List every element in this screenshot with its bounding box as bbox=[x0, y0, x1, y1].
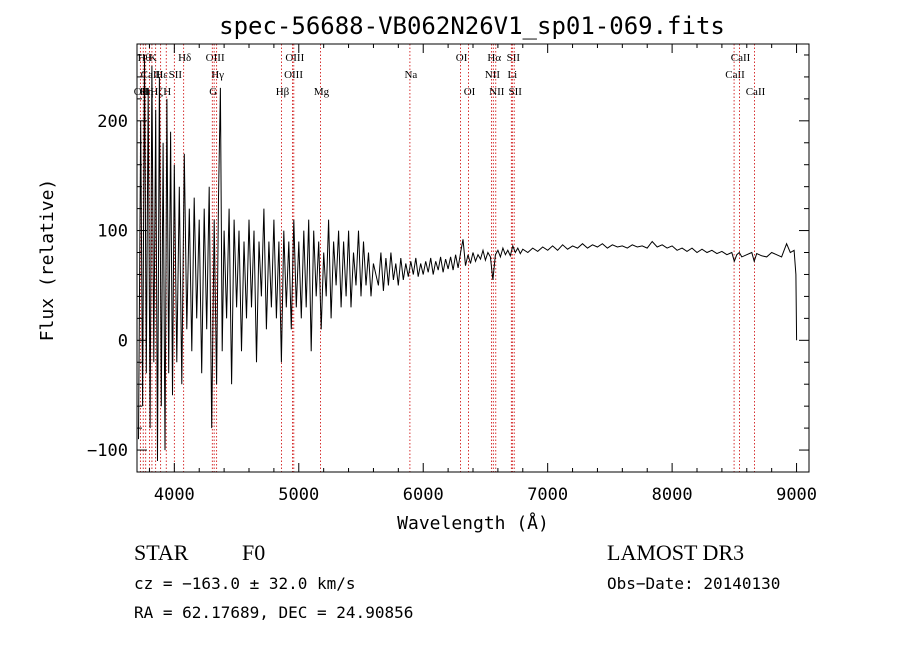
chart-title: spec-56688-VB062N26V1_sp01-069.fits bbox=[219, 12, 725, 40]
line-marker-label: Na bbox=[404, 69, 417, 81]
line-marker-label: NII bbox=[485, 69, 501, 81]
x-tick-label: 7000 bbox=[527, 485, 568, 505]
object-type: STAR bbox=[134, 540, 189, 565]
observation-date: Obs−Date: 20140130 bbox=[607, 574, 781, 593]
plot-frame bbox=[136, 43, 810, 473]
spectral-subclass: F0 bbox=[242, 540, 266, 565]
spectrum-line bbox=[138, 54, 798, 462]
line-marker-label: CaII bbox=[725, 69, 745, 81]
line-marker-label: K bbox=[149, 52, 157, 64]
line-marker-label: SII bbox=[507, 52, 521, 64]
line-marker-label: H bbox=[163, 86, 171, 98]
line-marker-label: Hε bbox=[155, 69, 168, 81]
x-axis-label: Wavelength (Å) bbox=[397, 512, 549, 534]
line-marker-label: NII bbox=[489, 86, 505, 98]
line-marker-label: OIII bbox=[285, 52, 304, 64]
x-tick-label: 5000 bbox=[278, 485, 319, 505]
line-marker-label: OI bbox=[464, 86, 476, 98]
line-marker-label: Hγ bbox=[211, 69, 224, 81]
y-tick-label: 0 bbox=[118, 331, 128, 351]
line-marker-label: CaII bbox=[731, 52, 751, 64]
line-marker-label: CaII bbox=[746, 86, 766, 98]
line-marker-label: Hα bbox=[487, 52, 501, 64]
x-tick-label: 4000 bbox=[154, 485, 195, 505]
line-marker-label: G bbox=[209, 86, 217, 98]
line-marker-label: Hδ bbox=[178, 52, 191, 64]
line-marker-label: Li bbox=[507, 69, 517, 81]
line-marker-label: OII bbox=[134, 86, 150, 98]
line-marker-label: Hη bbox=[140, 86, 154, 98]
x-tick-label: 8000 bbox=[652, 485, 693, 505]
coordinates: RA = 62.17689, DEC = 24.90856 bbox=[134, 603, 414, 622]
line-marker-label: Mg bbox=[314, 86, 330, 98]
x-tick-label: 9000 bbox=[776, 485, 817, 505]
y-axis-label: Flux (relative) bbox=[37, 179, 58, 342]
x-tick-label: 6000 bbox=[403, 485, 444, 505]
survey-label: LAMOST DR3 bbox=[607, 540, 745, 565]
line-marker-label: OI bbox=[456, 52, 468, 64]
line-marker-label: OIII bbox=[284, 69, 303, 81]
redshift-velocity: cz = −163.0 ± 32.0 km/s bbox=[134, 574, 356, 593]
line-marker-label: SII bbox=[169, 69, 183, 81]
line-marker-label: Hβ bbox=[276, 86, 290, 98]
line-marker-label: OIII bbox=[206, 52, 225, 64]
y-tick-label: 100 bbox=[97, 222, 128, 242]
line-marker-label: SII bbox=[508, 86, 522, 98]
axis-ticks: 4000 5000 6000 7000 8000 9000 −100 0 100 200 bbox=[87, 44, 817, 505]
y-tick-label: 200 bbox=[97, 112, 128, 132]
line-marker-label: Hζ bbox=[150, 86, 163, 98]
y-tick-label: −100 bbox=[87, 441, 128, 461]
